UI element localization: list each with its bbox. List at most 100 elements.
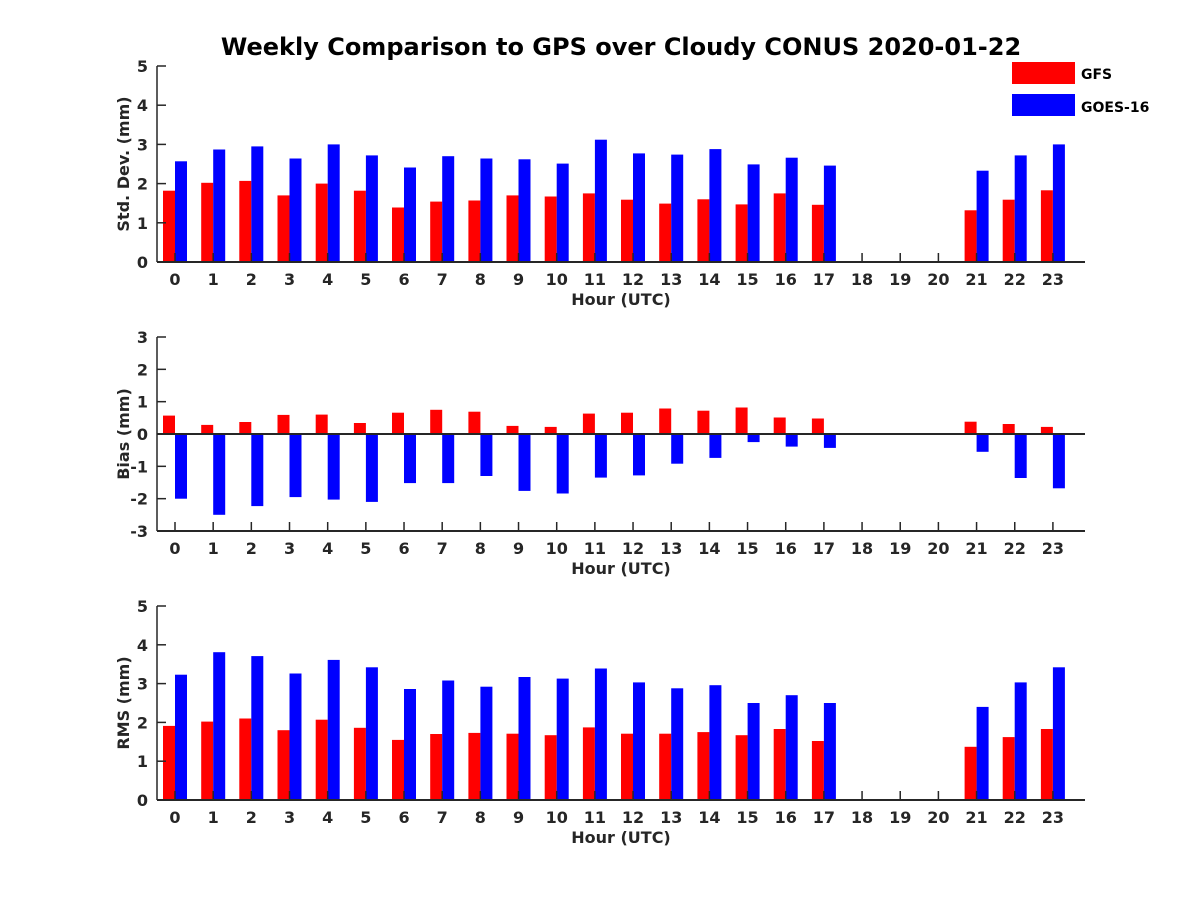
bar-goes16-hour-11 bbox=[594, 434, 607, 478]
x-tick-label: 23 bbox=[1042, 270, 1064, 289]
y-tick-label: 0 bbox=[137, 425, 148, 444]
bar-gfs-hour-3 bbox=[277, 414, 290, 434]
bar-gfs-hour-4 bbox=[315, 719, 328, 800]
x-tick-label: 18 bbox=[851, 270, 873, 289]
bar-gfs-hour-11 bbox=[582, 193, 595, 262]
bar-goes16-hour-15 bbox=[747, 164, 760, 262]
bar-goes16-hour-4 bbox=[327, 144, 340, 262]
x-tick-label: 20 bbox=[927, 539, 949, 558]
bar-goes16-hour-9 bbox=[518, 434, 531, 491]
bar-gfs-hour-23 bbox=[1040, 426, 1053, 434]
x-tick-label: 14 bbox=[698, 270, 720, 289]
x-tick-label: 2 bbox=[246, 808, 257, 827]
bar-goes16-hour-15 bbox=[747, 434, 760, 443]
bar-gfs-hour-12 bbox=[621, 733, 633, 800]
x-tick-label: 7 bbox=[437, 270, 448, 289]
bar-goes16-hour-10 bbox=[556, 434, 569, 494]
y-tick-label: 5 bbox=[137, 57, 148, 76]
bar-goes16-hour-2 bbox=[251, 656, 264, 800]
bar-gfs-hour-13 bbox=[659, 408, 672, 434]
bar-gfs-hour-15 bbox=[735, 735, 748, 800]
bar-goes16-hour-17 bbox=[823, 165, 836, 262]
legend-swatch-gfs bbox=[1012, 62, 1075, 84]
bar-goes16-hour-7 bbox=[442, 680, 455, 800]
bar-goes16-hour-22 bbox=[1014, 155, 1027, 262]
bar-goes16-hour-22 bbox=[1014, 682, 1027, 800]
x-tick-label: 10 bbox=[546, 270, 568, 289]
x-tick-label: 23 bbox=[1042, 808, 1064, 827]
bar-goes16-hour-17 bbox=[823, 434, 836, 448]
y-tick-label: 4 bbox=[137, 96, 148, 115]
bar-goes16-hour-3 bbox=[289, 158, 302, 262]
bar-gfs-hour-16 bbox=[773, 729, 786, 800]
bar-gfs-hour-6 bbox=[392, 412, 404, 434]
bar-gfs-hour-7 bbox=[430, 201, 443, 262]
bar-gfs-hour-22 bbox=[1002, 737, 1015, 800]
bar-goes16-hour-14 bbox=[709, 434, 722, 458]
bar-goes16-hour-5 bbox=[365, 155, 378, 262]
legend-label-goes16: GOES-16 bbox=[1081, 100, 1149, 116]
bar-goes16-hour-23 bbox=[1052, 667, 1065, 800]
bar-goes16-hour-14 bbox=[709, 685, 722, 800]
bar-gfs-hour-0 bbox=[163, 415, 175, 434]
x-tick-label: 21 bbox=[965, 539, 987, 558]
x-tick-label: 0 bbox=[169, 808, 180, 827]
bar-goes16-hour-9 bbox=[518, 677, 531, 800]
x-tick-label: 5 bbox=[360, 808, 371, 827]
x-tick-label: 1 bbox=[208, 270, 219, 289]
x-tick-label: 11 bbox=[584, 539, 606, 558]
x-tick-label: 9 bbox=[513, 539, 524, 558]
bar-goes16-hour-10 bbox=[556, 678, 569, 800]
x-tick-label: 5 bbox=[360, 270, 371, 289]
x-tick-label: 5 bbox=[360, 539, 371, 558]
x-tick-label: 12 bbox=[622, 539, 644, 558]
bar-gfs-hour-13 bbox=[659, 203, 672, 262]
bar-gfs-hour-6 bbox=[392, 739, 404, 800]
bar-goes16-hour-6 bbox=[404, 167, 416, 262]
bar-goes16-hour-3 bbox=[289, 434, 302, 498]
x-tick-label: 14 bbox=[698, 539, 720, 558]
bar-gfs-hour-2 bbox=[239, 422, 252, 434]
x-tick-label: 12 bbox=[622, 270, 644, 289]
bar-goes16-hour-21 bbox=[976, 706, 989, 800]
x-axis-label: Hour (UTC) bbox=[571, 290, 671, 309]
bar-gfs-hour-17 bbox=[811, 741, 824, 800]
x-tick-label: 20 bbox=[927, 808, 949, 827]
bar-goes16-hour-1 bbox=[213, 652, 226, 800]
y-tick-label: 4 bbox=[137, 636, 148, 655]
x-tick-label: 17 bbox=[813, 539, 835, 558]
bar-gfs-hour-21 bbox=[964, 746, 977, 800]
bar-goes16-hour-23 bbox=[1052, 434, 1065, 489]
y-tick-label: -3 bbox=[130, 522, 148, 541]
bar-gfs-hour-12 bbox=[621, 199, 633, 262]
y-tick-label: 1 bbox=[137, 752, 148, 771]
bar-goes16-hour-8 bbox=[480, 158, 493, 262]
legend: GFS GOES-16 bbox=[1012, 62, 1149, 116]
x-tick-label: 19 bbox=[889, 808, 911, 827]
x-tick-label: 19 bbox=[889, 539, 911, 558]
x-tick-label: 17 bbox=[813, 270, 835, 289]
x-tick-label: 3 bbox=[284, 270, 295, 289]
bar-goes16-hour-5 bbox=[365, 667, 378, 800]
bar-gfs-hour-1 bbox=[201, 721, 214, 800]
x-tick-label: 21 bbox=[965, 808, 987, 827]
x-tick-label: 6 bbox=[398, 270, 409, 289]
x-tick-label: 23 bbox=[1042, 539, 1064, 558]
bar-gfs-hour-8 bbox=[468, 732, 481, 800]
legend-label-gfs: GFS bbox=[1081, 67, 1112, 83]
bar-gfs-hour-10 bbox=[544, 196, 557, 262]
bar-gfs-hour-5 bbox=[353, 423, 366, 434]
x-axis-label: Hour (UTC) bbox=[571, 559, 671, 578]
bar-gfs-hour-23 bbox=[1040, 729, 1053, 800]
bar-gfs-hour-8 bbox=[468, 200, 481, 262]
bar-goes16-hour-21 bbox=[976, 434, 989, 452]
bar-gfs-hour-22 bbox=[1002, 424, 1015, 434]
y-tick-label: 3 bbox=[137, 328, 148, 347]
x-tick-label: 12 bbox=[622, 808, 644, 827]
bar-gfs-hour-12 bbox=[621, 412, 633, 434]
bar-gfs-hour-2 bbox=[239, 180, 252, 262]
x-tick-label: 19 bbox=[889, 270, 911, 289]
bar-gfs-hour-4 bbox=[315, 183, 328, 262]
bar-gfs-hour-9 bbox=[506, 425, 519, 434]
bar-gfs-hour-11 bbox=[582, 413, 595, 434]
